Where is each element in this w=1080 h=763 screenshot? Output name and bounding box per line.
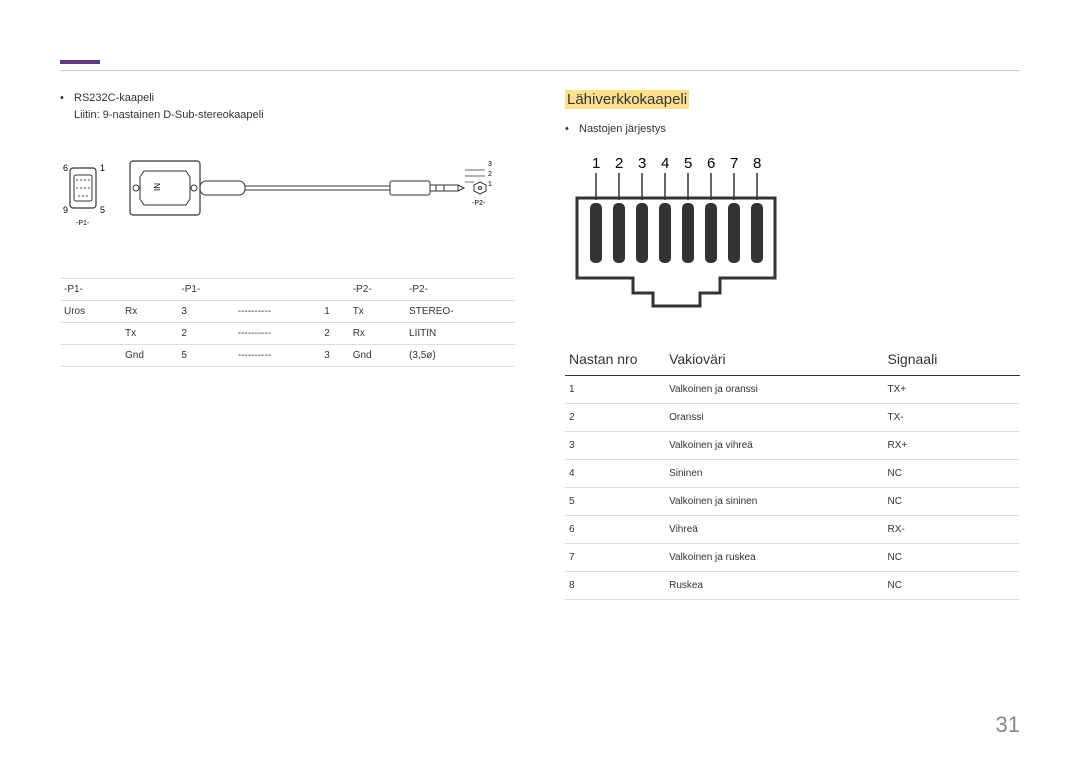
rj45-diagram: 1 2 3 4 5 6 7 8 [565,148,1020,318]
rs232c-pin-table: -P1- -P1- -P2- -P2- Uros Rx 3 ----------… [60,278,515,367]
col-pin-no: Nastan nro [565,343,665,376]
accent-bar [60,60,100,64]
table-row: 1Valkoinen ja oranssiTX+ [565,375,1020,403]
svg-text:3: 3 [488,161,492,168]
top-divider [60,70,1020,71]
hdr-p1a: -P1- [60,279,121,301]
svg-text:3: 3 [638,155,646,172]
svg-text:8: 8 [753,155,761,172]
rs232c-label: RS232C-kaapeli Liitin: 9-nastainen D-Sub… [60,90,515,123]
pin-order-label: Nastojen järjestys [565,121,1020,138]
table-row: 8RuskeaNC [565,571,1020,599]
hdr-p1b: -P1- [177,279,233,301]
svg-text:-P1-: -P1- [76,220,90,227]
svg-text:6: 6 [63,163,68,173]
table-row: Gnd 5 ---------- 3 Gnd (3,5ø) [60,345,515,367]
pin-assignment-table: Nastan nro Vakioväri Signaali 1Valkoinen… [565,343,1020,600]
svg-text:IN: IN [153,183,162,191]
svg-text:1: 1 [592,155,600,172]
svg-text:1: 1 [100,163,105,173]
col-signal: Signaali [883,343,1020,376]
table-row: 3Valkoinen ja vihreäRX+ [565,431,1020,459]
content-columns: RS232C-kaapeli Liitin: 9-nastainen D-Sub… [60,90,1020,600]
table-header-row: Nastan nro Vakioväri Signaali [565,343,1020,376]
table-row: 4SininenNC [565,459,1020,487]
svg-text:2: 2 [615,155,623,172]
svg-text:4: 4 [661,155,669,172]
left-column: RS232C-kaapeli Liitin: 9-nastainen D-Sub… [60,90,515,600]
page-number: 31 [996,712,1020,738]
table-row: Tx 2 ---------- 2 Rx LIITIN [60,323,515,345]
table-row: 6VihreäRX- [565,515,1020,543]
hdr-p2a: -P2- [349,279,405,301]
table-row: 2OranssiTX- [565,403,1020,431]
svg-text:2: 2 [488,171,492,178]
section-title: Lähiverkkokaapeli [565,90,689,109]
right-column: Lähiverkkokaapeli Nastojen järjestys 1 2… [565,90,1020,600]
svg-text:5: 5 [100,205,105,215]
hdr-blank [234,279,321,301]
svg-text:6: 6 [707,155,715,172]
table-row: 5Valkoinen ja sininenNC [565,487,1020,515]
col-color: Vakioväri [665,343,883,376]
rs232c-line2: Liitin: 9-nastainen D-Sub-stereokaapeli [74,109,264,121]
svg-text:-P2-: -P2- [472,200,486,207]
svg-text:9: 9 [63,205,68,215]
cable-diagram: 6 1 9 5 -P1- IN [60,143,515,263]
table-header-row: -P1- -P1- -P2- -P2- [60,279,515,301]
svg-text:1: 1 [488,181,492,188]
hdr-p2b: -P2- [405,279,515,301]
table-row: Uros Rx 3 ---------- 1 Tx STEREO- [60,301,515,323]
svg-text:5: 5 [684,155,692,172]
svg-text:7: 7 [730,155,738,172]
rs232c-line1: RS232C-kaapeli [74,92,154,104]
table-row: 7Valkoinen ja ruskeaNC [565,543,1020,571]
